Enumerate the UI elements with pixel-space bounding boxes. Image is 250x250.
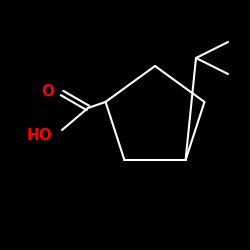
Text: HO: HO xyxy=(27,128,53,144)
Text: O: O xyxy=(42,84,54,98)
